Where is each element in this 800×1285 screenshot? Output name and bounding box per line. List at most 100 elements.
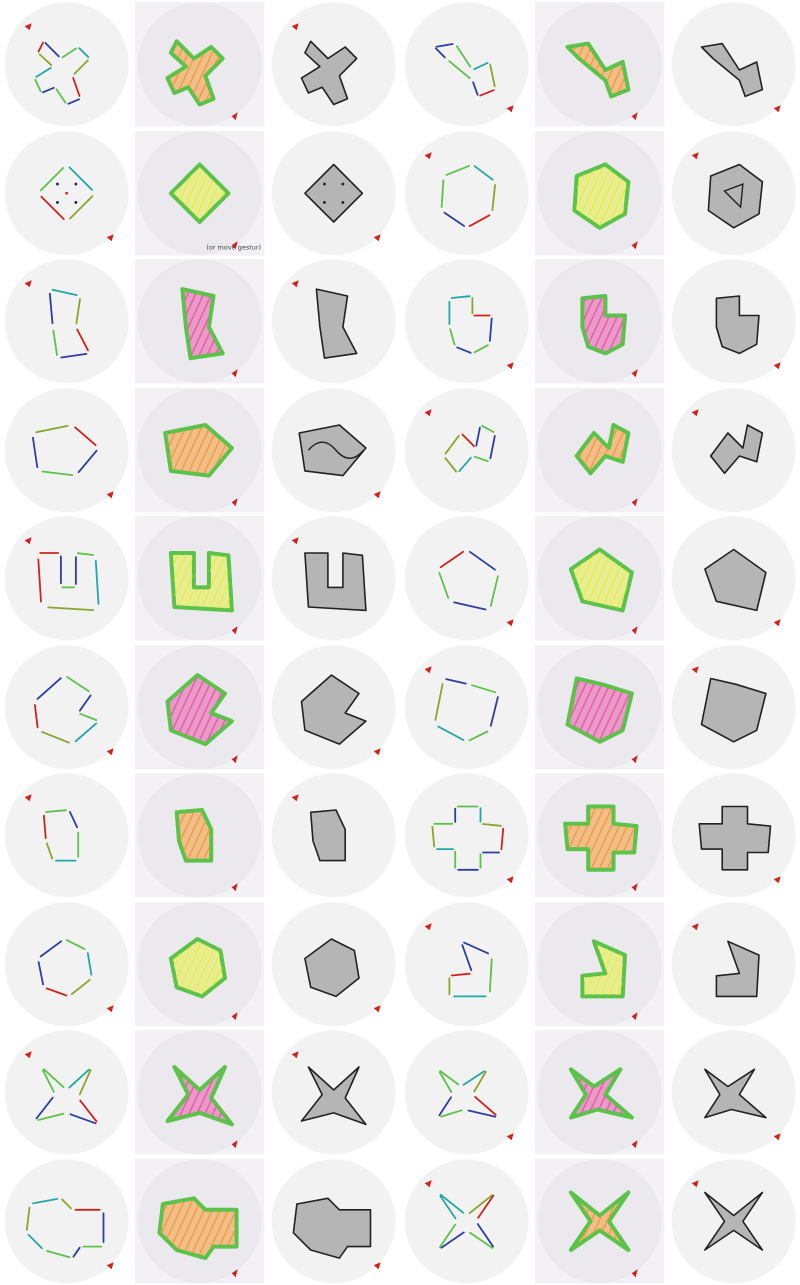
stroke-segment: [69, 194, 94, 219]
cell-1-5: [667, 129, 800, 258]
stroke-segment: [37, 41, 44, 53]
stroke-segment: [32, 1197, 59, 1204]
stroke-segment: [471, 683, 497, 693]
stroke-segment: [473, 344, 489, 354]
red-marker: [691, 151, 699, 159]
stroke-segment: [51, 288, 78, 297]
stroke-segment: [438, 1223, 456, 1248]
stroke-segment: [439, 1070, 460, 1086]
red-marker: [773, 619, 781, 627]
stroke-segment: [42, 1068, 65, 1089]
stroke-segments-circle: [4, 516, 129, 641]
stroke-segment: [453, 601, 487, 611]
stroke-segment: [41, 470, 73, 476]
canvas-circle: [404, 1158, 529, 1283]
stroke-segment: [474, 1095, 497, 1116]
stroke-segment: [450, 972, 471, 976]
stroke-segments-circle: [404, 2, 529, 127]
paper-sketch: [135, 901, 265, 1026]
cell-6-4: [533, 771, 666, 900]
cell-5-4: [533, 643, 666, 772]
stroke-segment: [500, 827, 505, 851]
red-marker: [291, 537, 299, 545]
stroke-segment: [65, 938, 86, 950]
canvas-circle: [404, 773, 529, 898]
hatch-strokes: [577, 424, 629, 473]
stroke-segments-circle: [4, 1158, 129, 1283]
red-marker: [231, 1011, 238, 1020]
red-marker: [631, 883, 638, 892]
paper-sketch: [535, 130, 665, 255]
stroke-segment: [477, 1194, 495, 1219]
stroke-segment: [35, 1096, 54, 1120]
cell-9-1: [133, 1157, 266, 1285]
stroke-segment: [79, 1099, 98, 1123]
paper-sketch: [135, 259, 265, 384]
stroke-segment: [86, 951, 93, 976]
cell-7-1: [133, 900, 266, 1029]
stroke-segments: [33, 675, 98, 744]
stroke-segment: [27, 1233, 43, 1249]
filled-shape: [715, 940, 760, 997]
stroke-segments: [431, 805, 505, 871]
stroke-segments: [434, 43, 496, 97]
cell-3-4: [533, 386, 666, 515]
stroke-segments-circle: [404, 773, 529, 898]
stroke-segments: [35, 1068, 98, 1125]
stroke-segments-circle: [404, 644, 529, 769]
red-marker: [691, 922, 699, 930]
stroke-segments: [31, 424, 98, 476]
red-marker: [631, 497, 638, 506]
canvas-circle: [271, 516, 396, 641]
red-marker: [506, 1133, 514, 1141]
stroke-segments: [438, 550, 499, 611]
paper-sketch: [535, 516, 665, 641]
red-marker: [506, 362, 514, 370]
filled-shape: [703, 1191, 763, 1251]
stroke-segments-circle: [404, 1158, 529, 1283]
stroke-segments: [37, 552, 100, 611]
stroke-segment: [55, 88, 67, 104]
filled-shape-circle: [671, 130, 796, 255]
cell-8-0: [0, 1028, 133, 1157]
stroke-segment: [455, 45, 472, 68]
filled-shape-circle: [671, 516, 796, 641]
cell-2-5: [667, 257, 800, 386]
stroke-segments-circle: [404, 387, 529, 512]
filled-shape: [700, 42, 763, 98]
cell-4-2: [267, 514, 400, 643]
stroke-segment: [463, 941, 490, 954]
stroke-segment: [458, 456, 472, 472]
cell-4-3: [400, 514, 533, 643]
stroke-segment: [44, 42, 60, 58]
filled-shape-circle: [271, 644, 396, 769]
cell-6-0: [0, 771, 133, 900]
filled-shape-circle: [671, 1030, 796, 1155]
red-marker: [424, 408, 432, 416]
stroke-segment: [75, 298, 81, 325]
filled-shape-circle: [671, 1158, 796, 1283]
stroke-segment: [469, 1231, 494, 1249]
cell-9-4: [533, 1157, 666, 1285]
paper-sketch: [135, 1030, 265, 1155]
canvas-circle: [4, 1158, 129, 1283]
stroke-segment: [68, 811, 78, 829]
cell-9-2: [267, 1157, 400, 1285]
stroke-segment: [438, 572, 450, 599]
cell-8-3: [400, 1028, 533, 1157]
paper-sketch: [535, 387, 665, 512]
cell-7-3: [400, 900, 533, 1029]
cell-3-1: [133, 386, 266, 515]
cell-1-4: [533, 129, 666, 258]
stroke-segment: [72, 77, 81, 97]
stroke-segment: [481, 823, 502, 827]
cell-5-0: [0, 643, 133, 772]
filled-shape: [309, 809, 346, 862]
canvas-circle: [404, 901, 529, 1026]
stroke-segment: [68, 166, 93, 191]
red-marker: [773, 362, 781, 370]
canvas-circle: [404, 516, 529, 641]
cell-9-5: [667, 1157, 800, 1285]
stroke-segment: [52, 329, 58, 356]
stroke-segment: [479, 89, 495, 97]
